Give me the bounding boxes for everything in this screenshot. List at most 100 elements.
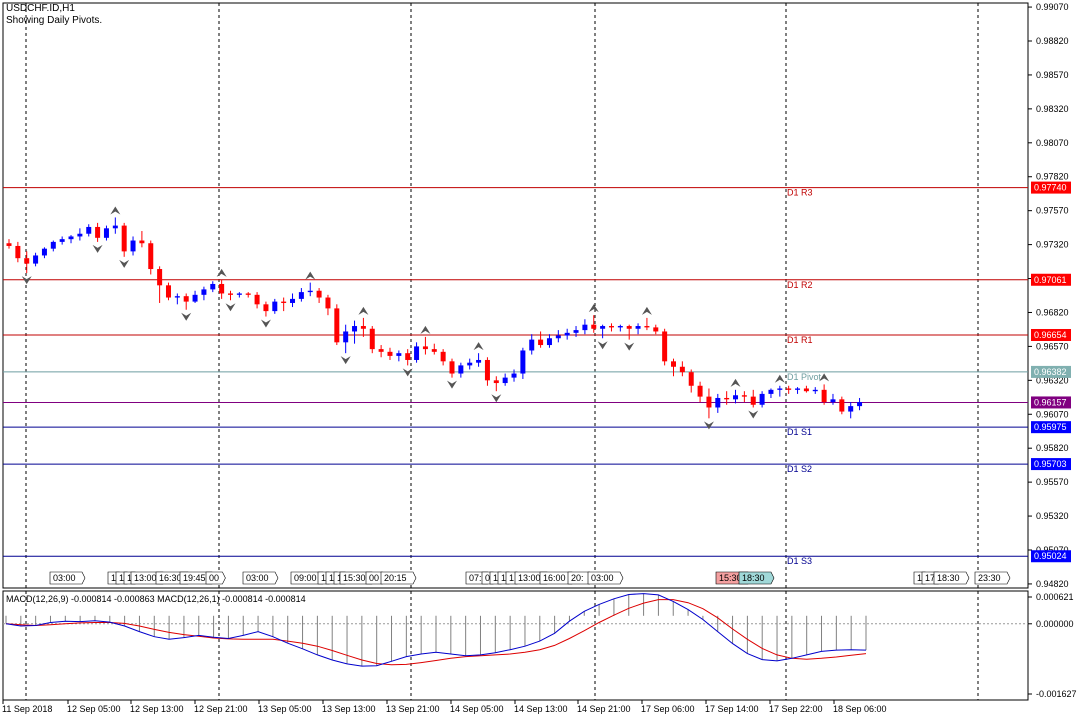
candle-body: [458, 365, 464, 374]
fractal-down-arrow: [225, 303, 236, 312]
candle-body: [165, 285, 171, 298]
session-label-text: 20:: [571, 573, 584, 583]
candle-body: [839, 399, 845, 412]
session-label-text: 17: [925, 573, 935, 583]
session-label-box: [205, 571, 226, 585]
fractal-up-arrow: [819, 373, 830, 382]
time-axis-label: 12 Sep 05:00: [67, 704, 121, 714]
fractal-down-arrow: [624, 342, 635, 351]
fractal-down-arrow: [491, 394, 502, 403]
pivot-label-pivot: D1 Pivot: [787, 372, 822, 382]
session-label-text: 18:30: [937, 573, 960, 583]
candle-body: [236, 293, 242, 295]
candle-body: [263, 304, 269, 312]
time-axis-label: 12 Sep 21:00: [194, 704, 248, 714]
session-label-text: 1: [509, 573, 514, 583]
fractal-down-arrow: [447, 380, 457, 389]
candle-body: [192, 294, 198, 302]
time-axis-label: 14 Sep 13:00: [514, 704, 568, 714]
price-tick-label: 0.96820: [1036, 307, 1069, 317]
candle-body: [857, 402, 863, 407]
candle-body: [626, 326, 632, 329]
time-axis-label: 14 Sep 05:00: [450, 704, 504, 714]
price-tick-label: 0.95320: [1036, 511, 1069, 521]
candle-body: [484, 359, 490, 381]
price-badge-text: 0.97061: [1034, 275, 1067, 285]
candle-body: [431, 349, 437, 352]
candle-body: [803, 388, 809, 392]
price-badge-text: 0.95024: [1034, 551, 1067, 561]
candle-body: [396, 353, 402, 356]
candle-body: [112, 225, 118, 229]
price-tick-label: 0.98320: [1036, 104, 1069, 114]
candle-body: [201, 289, 207, 295]
candle-body: [219, 283, 225, 294]
candle-body: [662, 331, 668, 362]
candle-body: [33, 255, 39, 264]
candle-body: [369, 328, 375, 350]
candle-body: [538, 339, 544, 346]
price-badge-text: 0.95975: [1034, 422, 1067, 432]
session-label-text: 1: [329, 573, 334, 583]
candle-body: [733, 395, 739, 400]
candle-body: [546, 338, 552, 346]
fractal-up-arrow: [358, 306, 369, 315]
pivot-label-s3: D1 S3: [787, 556, 812, 566]
candle-body: [50, 241, 56, 249]
session-label-text: 03:00: [591, 573, 614, 583]
candle-body: [449, 361, 455, 374]
pivot-label-s2: D1 S2: [787, 464, 812, 474]
price-badge-r2: [1031, 273, 1071, 286]
candle-body: [440, 351, 446, 362]
fractal-up-arrow: [473, 342, 484, 351]
session-label-text: 03:00: [53, 573, 76, 583]
candle-body: [68, 236, 74, 240]
candle-body: [848, 406, 854, 412]
time-axis-label: 18 Sep 06:00: [833, 704, 887, 714]
macd-tick-label: 0.000621: [1036, 592, 1074, 602]
session-label-text: 15:30: [719, 573, 742, 583]
candle-body: [41, 248, 47, 256]
candle-body: [378, 349, 384, 352]
candle-body: [210, 283, 216, 290]
price-badge-s3: [1031, 550, 1071, 563]
session-label-text: 16:30: [159, 573, 182, 583]
macd-main-line: [5, 593, 867, 667]
time-axis-label: 13 Sep 13:00: [322, 704, 376, 714]
macd-tick-label: 0.000000: [1036, 619, 1074, 629]
price-tick-label: 0.94820: [1036, 579, 1069, 589]
candle-body: [635, 326, 641, 329]
session-label-text: 23:30: [978, 573, 1001, 583]
candle-body: [360, 326, 366, 329]
fractal-up-arrow: [216, 268, 227, 277]
session-label-text: 03:00: [246, 573, 269, 583]
price-tick-label: 0.97820: [1036, 172, 1069, 182]
candle-body: [706, 396, 712, 408]
candle-body: [281, 301, 287, 303]
fractal-down-arrow: [260, 319, 271, 328]
time-axis-label: 17 Sep 06:00: [641, 704, 695, 714]
fractal-down-arrow: [181, 312, 192, 321]
pivot-label-r2: D1 R2: [787, 280, 813, 290]
fractal-down-arrow: [402, 368, 413, 377]
time-axis-label: 17 Sep 14:00: [705, 704, 759, 714]
session-label-text: 1: [321, 573, 326, 583]
price-badge-s2: [1031, 458, 1071, 471]
session-label-text: 1: [337, 573, 342, 583]
candle-body: [467, 362, 473, 366]
candle-body: [715, 397, 721, 408]
candle-body: [6, 243, 12, 246]
fractal-down-arrow: [21, 276, 32, 285]
price-badge-r1: [1031, 328, 1071, 341]
session-label-text: 1: [119, 573, 124, 583]
candle-body: [254, 294, 260, 305]
candle-body: [821, 389, 827, 403]
main-chart-frame: [2, 2, 1029, 589]
candle-body: [564, 332, 570, 336]
candle-body: [95, 226, 101, 238]
session-label-text: 18:30: [742, 573, 765, 583]
candle-body: [121, 225, 127, 252]
candle-body: [59, 239, 65, 242]
fractal-up-arrow: [588, 304, 599, 313]
